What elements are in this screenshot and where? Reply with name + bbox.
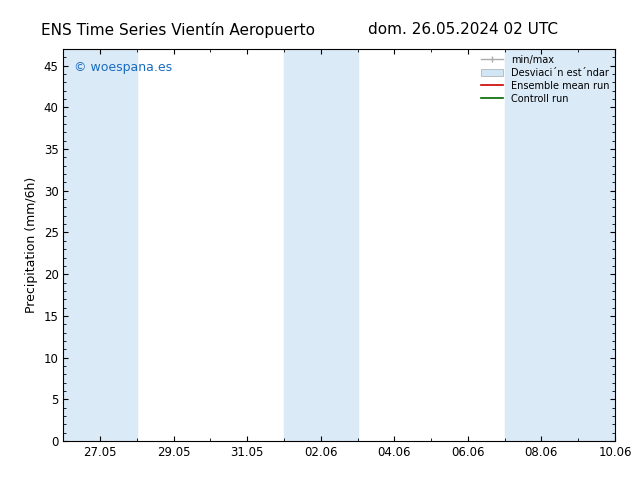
Bar [505,49,615,441]
Legend: min/max, Desviaci´n est´ndar, Ensemble mean run, Controll run: min/max, Desviaci´n est´ndar, Ensemble m… [477,51,613,107]
Bar [284,49,358,441]
Bar [63,49,137,441]
Text: dom. 26.05.2024 02 UTC: dom. 26.05.2024 02 UTC [368,22,558,37]
Text: ENS Time Series Vientín Aeropuerto: ENS Time Series Vientín Aeropuerto [41,22,314,38]
Text: © woespana.es: © woespana.es [74,61,172,74]
Y-axis label: Precipitation (mm/6h): Precipitation (mm/6h) [25,177,38,313]
